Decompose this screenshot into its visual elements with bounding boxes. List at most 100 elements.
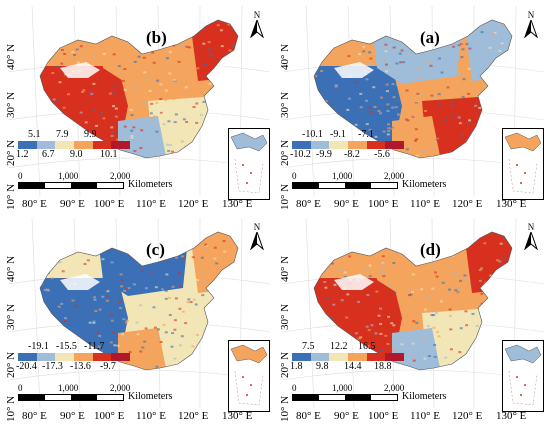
texture-speck [117, 25, 121, 28]
texture-speck [475, 330, 479, 333]
scale-unit: Kilometers [402, 179, 447, 190]
texture-speck [81, 31, 85, 34]
texture-speck [202, 100, 206, 103]
texture-speck [216, 129, 219, 131]
texture-speck [42, 88, 46, 90]
texture-speck [383, 295, 387, 297]
texture-speck [433, 355, 437, 358]
legend-swatch [74, 141, 93, 149]
texture-speck [413, 104, 417, 107]
scale-tick-label: 1,000 [332, 383, 353, 393]
texture-speck [213, 257, 217, 260]
texture-speck [451, 114, 455, 117]
texture-speck [43, 262, 47, 265]
texture-speck [425, 60, 429, 63]
texture-speck [57, 26, 61, 29]
texture-speck [458, 73, 462, 76]
texture-speck [481, 329, 485, 332]
longitude-label: 80° E [296, 198, 321, 210]
texture-speck [322, 278, 326, 280]
texture-speck [181, 310, 185, 313]
texture-speck [156, 58, 160, 61]
texture-speck [480, 292, 484, 295]
texture-speck [387, 315, 391, 318]
texture-speck [208, 262, 212, 265]
texture-speck [208, 83, 212, 85]
texture-speck [423, 110, 427, 112]
texture-speck [462, 244, 466, 247]
legend-value: 9.9 [84, 129, 97, 140]
texture-speck [155, 101, 159, 104]
texture-speck [99, 73, 103, 76]
texture-speck [367, 329, 371, 332]
texture-speck [133, 86, 137, 89]
texture-speck [188, 46, 192, 49]
texture-speck [70, 123, 73, 126]
texture-speck [334, 84, 338, 87]
texture-speck [196, 67, 200, 70]
texture-speck [157, 328, 160, 331]
texture-speck [105, 295, 109, 298]
texture-speck [416, 21, 420, 24]
texture-speck [154, 286, 158, 289]
texture-speck [164, 89, 168, 92]
texture-speck [174, 263, 178, 266]
texture-speck [387, 123, 390, 126]
texture-speck [392, 96, 396, 99]
south-china-sea-inset [502, 128, 544, 200]
region-northeast [188, 232, 238, 293]
texture-speck [172, 98, 176, 100]
texture-speck [415, 154, 419, 157]
legend-swatch [92, 353, 112, 361]
longitude-label: 100° E [368, 198, 399, 210]
texture-speck [233, 321, 237, 324]
texture-speck [482, 257, 485, 260]
texture-speck [506, 236, 510, 238]
texture-speck [150, 102, 154, 105]
texture-speck [122, 318, 126, 321]
texture-speck [200, 93, 204, 96]
scale-segment [319, 395, 345, 400]
texture-speck [444, 356, 448, 359]
texture-speck [204, 243, 208, 246]
longitude-label: 110° E [410, 198, 440, 210]
texture-speck [117, 298, 121, 301]
texture-speck [177, 75, 181, 78]
legend-swatch [292, 141, 311, 149]
texture-speck [317, 294, 321, 297]
texture-speck [168, 144, 172, 146]
legend-swatch [55, 353, 75, 361]
texture-speck [168, 50, 172, 53]
texture-speck [438, 57, 441, 60]
legend-value: -11.7 [84, 341, 105, 352]
texture-speck [98, 334, 102, 337]
texture-speck [480, 31, 484, 34]
texture-speck [216, 369, 220, 370]
texture-speck [173, 121, 177, 124]
legend-swatch [310, 353, 330, 361]
region-northeast [462, 232, 512, 293]
texture-speck [232, 329, 236, 332]
texture-speck [63, 334, 66, 337]
texture-speck [466, 69, 470, 72]
texture-speck [468, 122, 472, 125]
texture-speck [64, 317, 67, 320]
texture-speck [180, 335, 184, 338]
texture-speck [132, 126, 136, 129]
texture-speck [90, 92, 94, 95]
texture-speck [316, 110, 320, 113]
texture-speck [208, 48, 212, 51]
texture-speck [488, 332, 492, 335]
texture-speck [478, 106, 482, 109]
texture-speck [413, 115, 417, 118]
legend-value: 9.8 [316, 361, 329, 372]
texture-speck [368, 106, 372, 109]
texture-speck [384, 50, 388, 53]
texture-speck [40, 110, 42, 113]
texture-speck [121, 79, 125, 82]
texture-speck [502, 55, 506, 58]
latitude-label: 40° N [5, 255, 17, 282]
texture-speck [200, 256, 204, 259]
country-outline [313, 231, 513, 371]
texture-speck [355, 332, 359, 335]
